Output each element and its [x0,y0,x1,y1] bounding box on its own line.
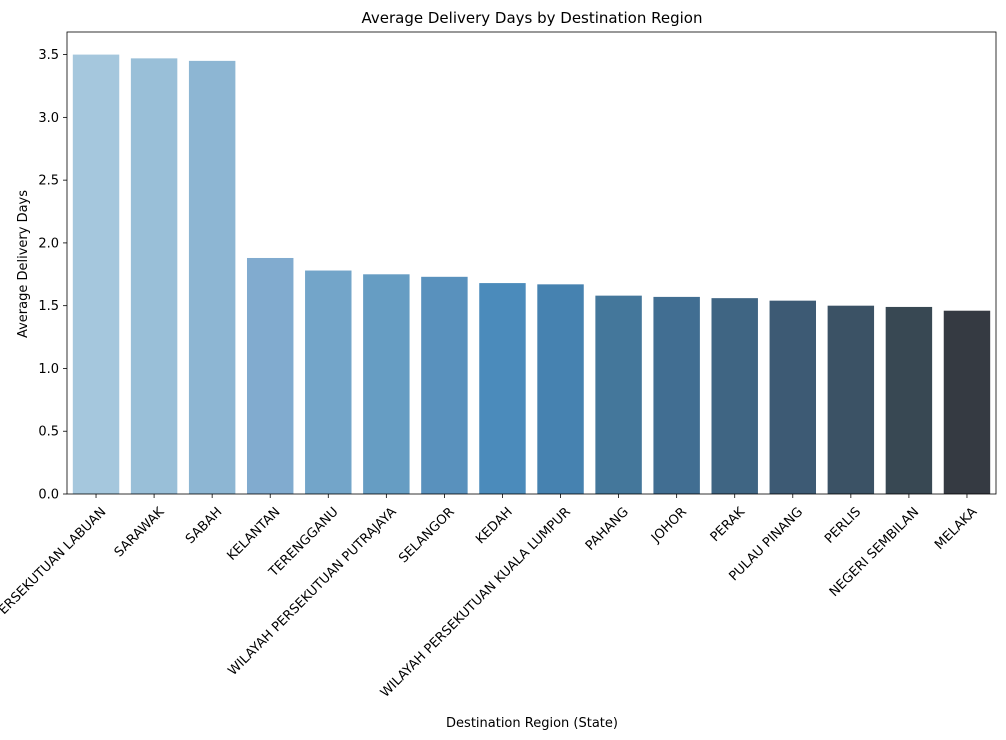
bar-2 [188,60,236,494]
bar-4 [305,270,352,494]
y-tick-label: 2.5 [38,174,59,189]
x-tick-label: KEDAH [473,505,516,548]
x-axis-label: Destination Region (State) [446,716,618,731]
y-tick-label: 3.0 [38,111,59,126]
x-tick-label: PERAK [708,504,749,545]
x-tick-label: SELANGOR [396,505,457,566]
bar-12 [769,300,817,494]
bar-11 [711,298,758,494]
bar-6 [421,276,468,494]
bar-15 [943,310,991,494]
y-tick-label: 0.5 [38,425,59,440]
y-axis-ticks: 0.0 0.5 1.0 1.5 2.0 2.5 3.0 3.5 [38,48,67,503]
bar-9 [595,295,642,494]
x-tick-label: PERLIS [822,505,864,547]
bar-1 [130,58,178,494]
y-axis-label: Average Delivery Days [16,190,31,338]
bar-13 [827,305,875,494]
x-tick-label: JOHOR [648,505,690,547]
y-tick-label: 1.5 [38,299,59,314]
chart-title: Average Delivery Days by Destination Reg… [362,9,703,27]
x-axis-ticks: WILAYAH PERSEKUTUAN LABUANSARAWAKSABAHKE… [0,494,980,701]
x-tick-label: PAHANG [583,505,632,554]
x-tick-label: SABAH [183,505,225,547]
y-tick-label: 2.0 [38,236,59,251]
y-tick-label: 3.5 [38,48,59,63]
x-tick-label: SARAWAK [112,504,168,560]
bar-14 [885,306,933,494]
x-tick-label: KELANTAN [224,505,283,564]
bar-7 [479,283,526,494]
bars-group [72,54,991,494]
plot-frame [66,31,997,495]
bar-0 [72,54,120,494]
bar-10 [653,296,700,494]
bar-8 [537,284,584,494]
bar-3 [246,257,294,494]
bar-5 [363,274,410,494]
y-tick-label: 0.0 [38,488,59,503]
x-tick-label: WILAYAH PERSEKUTUAN LABUAN [0,505,109,667]
y-tick-label: 1.0 [38,362,59,377]
x-tick-label: MELAKA [932,505,980,553]
